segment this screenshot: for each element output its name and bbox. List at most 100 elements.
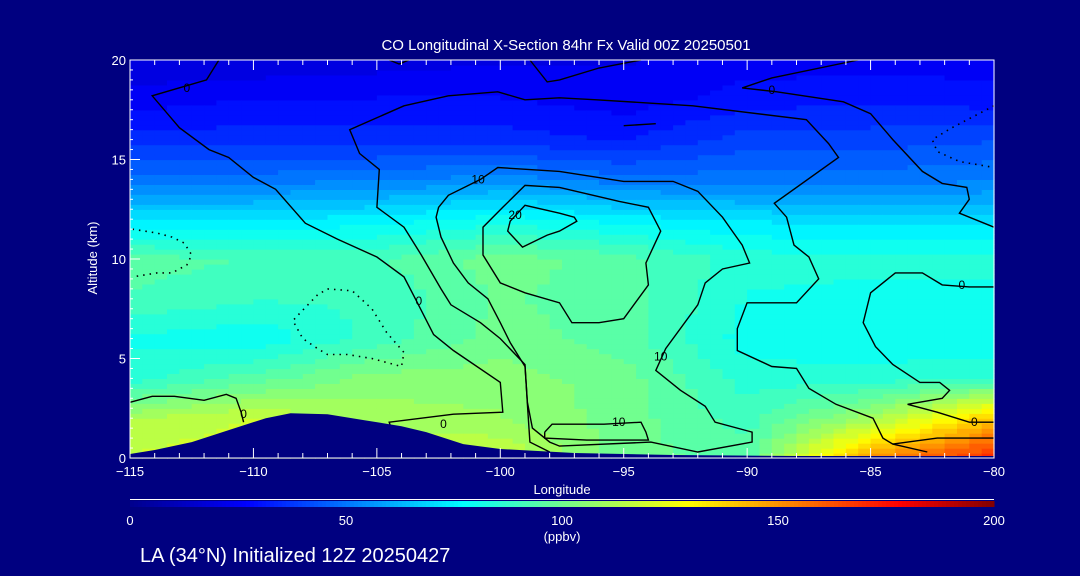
heatmap-cell: [253, 273, 267, 280]
heatmap-cell: [376, 124, 390, 131]
heatmap-cell: [636, 303, 649, 310]
heatmap-cell: [858, 418, 872, 424]
heatmap-cell: [697, 94, 711, 101]
heatmap-cell: [710, 84, 723, 91]
heatmap-cell: [204, 174, 217, 180]
heatmap-cell: [315, 358, 328, 365]
heatmap-cell: [722, 363, 736, 370]
heatmap-cell: [290, 333, 304, 340]
heatmap-cell: [747, 428, 760, 434]
heatmap-cell: [562, 189, 575, 195]
heatmap-cell: [747, 169, 760, 175]
heatmap-cell: [870, 383, 884, 389]
heatmap-cell: [265, 333, 279, 340]
heatmap-cell: [401, 189, 415, 195]
heatmap-cell: [426, 234, 440, 240]
heatmap-cell: [389, 139, 403, 146]
heatmap-cell: [660, 119, 674, 126]
heatmap-cell: [450, 229, 464, 235]
heatmap-cell: [179, 164, 193, 171]
heatmap-cell: [191, 264, 205, 270]
heatmap-cell: [216, 159, 230, 166]
heatmap-cell: [364, 124, 378, 131]
heatmap-cell: [241, 219, 254, 225]
heatmap-cell: [562, 363, 575, 370]
heatmap-cell: [401, 74, 415, 81]
heatmap-cell: [228, 69, 242, 76]
heatmap-cell: [747, 338, 760, 345]
heatmap-cell: [364, 269, 378, 275]
heatmap-cell: [808, 413, 822, 419]
heatmap-cell: [487, 373, 501, 379]
heatmap-cell: [673, 69, 686, 76]
heatmap-cell: [401, 134, 415, 141]
heatmap-cell: [154, 214, 168, 220]
heatmap-cell: [870, 139, 884, 146]
heatmap-cell: [191, 323, 205, 330]
heatmap-cell: [315, 273, 328, 280]
heatmap-cell: [216, 74, 230, 81]
heatmap-cell: [599, 378, 612, 384]
heatmap-cell: [710, 184, 723, 190]
heatmap-cell: [500, 219, 514, 225]
heatmap-cell: [130, 99, 143, 106]
heatmap-cell: [525, 249, 538, 255]
heatmap-cell: [253, 264, 267, 270]
heatmap-cell: [882, 179, 896, 185]
heatmap-cell: [648, 443, 662, 449]
heatmap-cell: [228, 278, 242, 285]
heatmap-cell: [512, 114, 526, 121]
heatmap-cell: [352, 323, 366, 330]
heatmap-cell: [302, 99, 316, 106]
heatmap-cell: [833, 269, 847, 275]
heatmap-cell: [426, 403, 440, 409]
heatmap-cell: [697, 214, 711, 220]
heatmap-cell: [216, 94, 230, 101]
heatmap-cell: [463, 214, 477, 220]
heatmap-cell: [660, 60, 674, 66]
heatmap-cell: [574, 259, 588, 265]
heatmap-cell: [389, 99, 403, 106]
heatmap-cell: [574, 278, 588, 285]
heatmap-cell: [512, 144, 526, 151]
heatmap-cell: [130, 328, 143, 335]
heatmap-cell: [401, 313, 415, 320]
heatmap-cell: [376, 254, 390, 260]
heatmap-cell: [648, 60, 662, 66]
heatmap-cell: [759, 353, 773, 360]
heatmap-cell: [685, 303, 699, 310]
heatmap-cell: [870, 333, 884, 340]
heatmap-cell: [327, 244, 341, 250]
heatmap-cell: [438, 433, 452, 439]
heatmap-cell: [376, 388, 390, 394]
heatmap-cell: [623, 229, 637, 235]
heatmap-cell: [722, 60, 736, 66]
heatmap-cell: [549, 109, 563, 116]
heatmap-cell: [821, 298, 835, 305]
heatmap-cell: [364, 328, 378, 335]
heatmap-cell: [438, 164, 452, 171]
heatmap-cell: [512, 358, 526, 365]
heatmap-cell: [154, 358, 168, 365]
heatmap-cell: [673, 60, 686, 66]
heatmap-cell: [315, 189, 328, 195]
heatmap-cell: [710, 403, 723, 409]
heatmap-cell: [549, 239, 563, 245]
heatmap-cell: [562, 89, 575, 96]
heatmap-cell: [241, 368, 254, 374]
heatmap-cell: [339, 353, 353, 360]
heatmap-cell: [882, 368, 896, 374]
heatmap-cell: [574, 94, 588, 101]
heatmap-cell: [500, 378, 514, 384]
heatmap-cell: [179, 269, 193, 275]
heatmap-cell: [426, 184, 440, 190]
heatmap-cell: [179, 89, 193, 96]
heatmap-cell: [599, 413, 612, 419]
heatmap-cell: [697, 114, 711, 121]
heatmap-cell: [599, 214, 612, 220]
heatmap-cell: [339, 328, 353, 335]
heatmap-cell: [389, 114, 403, 121]
heatmap-cell: [376, 104, 390, 111]
heatmap-cell: [858, 264, 872, 270]
heatmap-cell: [130, 393, 143, 399]
